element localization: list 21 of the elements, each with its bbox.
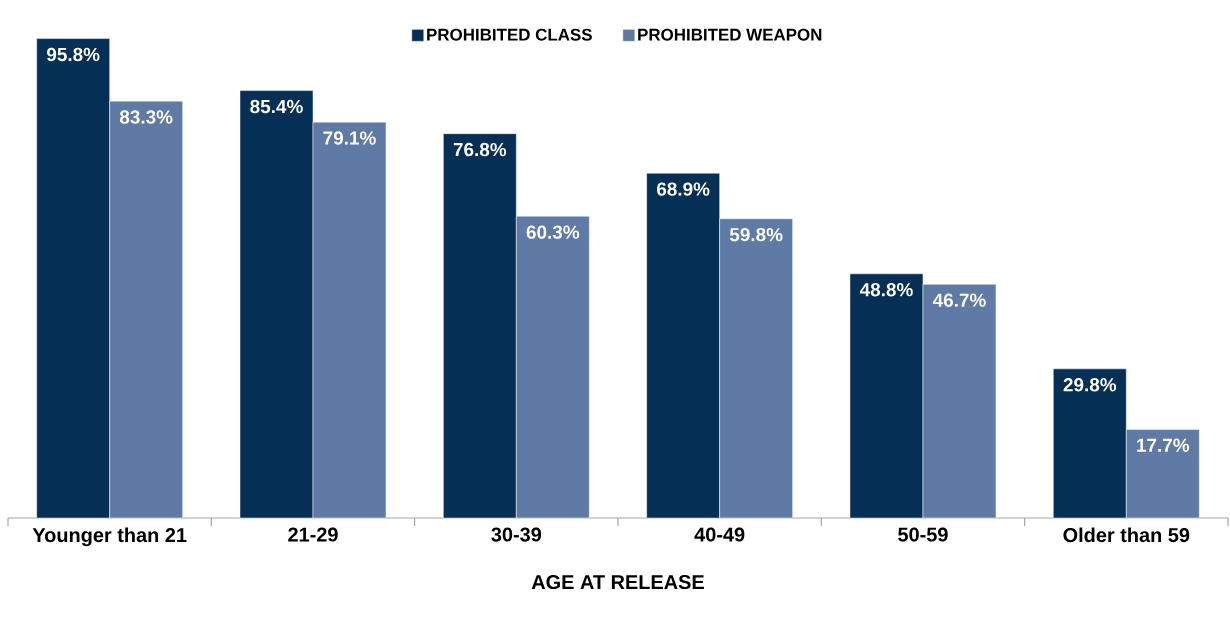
x-tick-label: 30-39: [491, 527, 542, 542]
x-tick-label: Younger than 21: [32, 527, 187, 547]
data-label: 48.8%: [859, 282, 913, 297]
data-label: 17.7%: [1137, 438, 1190, 452]
data-label: 68.9%: [656, 182, 710, 196]
x-tick-label: 50-59: [898, 527, 948, 542]
data-label: 83.3%: [119, 110, 173, 124]
data-label: 79.1%: [323, 131, 376, 145]
data-label: 59.8%: [729, 227, 783, 242]
data-label: 46.7%: [932, 293, 986, 307]
data-label: 29.8%: [1063, 378, 1117, 392]
data-label: 85.4%: [250, 99, 303, 114]
legend-label: PROHIBITED CLASS: [427, 28, 592, 41]
legend-label: PROHIBITED WEAPON: [638, 28, 822, 41]
x-tick-label: 21-29: [288, 527, 338, 542]
data-label: 76.8%: [453, 142, 507, 157]
data-label: 60.3%: [526, 225, 580, 239]
x-tick-label: Older than 59: [1063, 527, 1190, 543]
x-axis-title: AGE AT RELEASE: [531, 575, 704, 590]
x-tick-label: 40-49: [694, 527, 745, 542]
data-label: 95.8%: [46, 47, 100, 62]
